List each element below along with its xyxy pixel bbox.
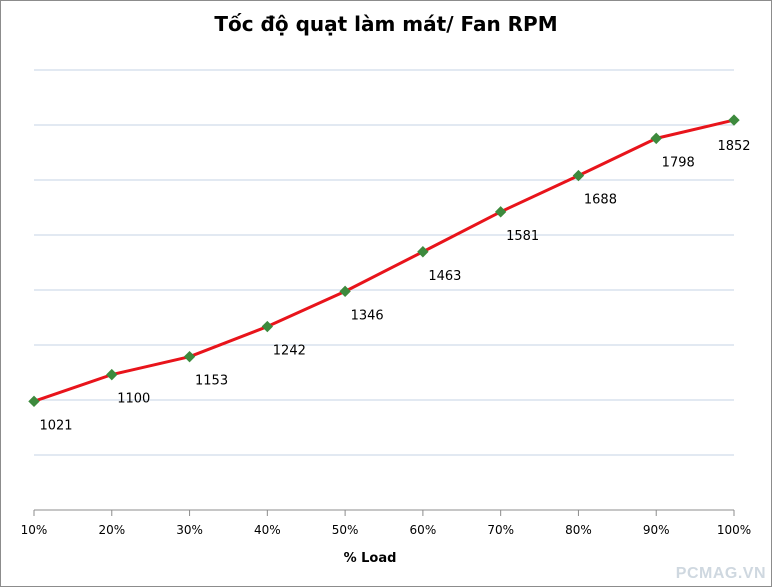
data-point xyxy=(261,320,274,333)
data-point xyxy=(183,350,196,363)
x-tick-label: 100% xyxy=(717,523,751,537)
data-point xyxy=(417,246,429,258)
data-point xyxy=(28,395,40,408)
x-tick-label: 30% xyxy=(176,523,203,537)
x-tick-label: 80% xyxy=(565,523,592,537)
data-point xyxy=(339,285,351,298)
data-label: 1153 xyxy=(195,374,228,389)
data-label: 1346 xyxy=(351,308,384,323)
series-fan-rpm xyxy=(28,114,740,408)
x-axis: 10% 20% 30% 40% 50% 60% 70% 80% 90% 100% xyxy=(21,509,751,537)
x-tick-label: 20% xyxy=(98,523,125,537)
data-label: 1242 xyxy=(273,344,306,359)
x-tick-label: 60% xyxy=(410,523,437,537)
data-point xyxy=(650,132,662,145)
chart-title: Tốc độ quạt làm mát/ Fan RPM xyxy=(214,12,558,36)
data-label: 1852 xyxy=(717,139,750,154)
data-label: 1798 xyxy=(662,155,695,170)
data-label: 1581 xyxy=(506,229,539,244)
data-point xyxy=(728,114,740,126)
data-label: 1021 xyxy=(39,418,72,433)
gridlines xyxy=(34,69,734,456)
data-point xyxy=(106,368,118,381)
x-tick-label: 70% xyxy=(487,523,514,537)
data-point xyxy=(572,169,585,182)
data-label: 1688 xyxy=(584,193,617,208)
x-tick-label: 10% xyxy=(21,523,48,537)
x-tick-label: 90% xyxy=(643,523,670,537)
data-point xyxy=(494,206,507,218)
data-labels: 1021 1100 1153 1242 1346 1463 1581 1688 1798 1852 xyxy=(39,139,750,433)
x-tick-label: 40% xyxy=(254,523,281,537)
x-axis-title: % Load xyxy=(344,551,397,566)
series-line xyxy=(33,118,735,403)
data-label: 1463 xyxy=(428,269,461,284)
data-label: 1100 xyxy=(117,392,150,407)
watermark: PCMAG.VN xyxy=(675,565,766,582)
x-tick-label: 50% xyxy=(332,523,359,537)
